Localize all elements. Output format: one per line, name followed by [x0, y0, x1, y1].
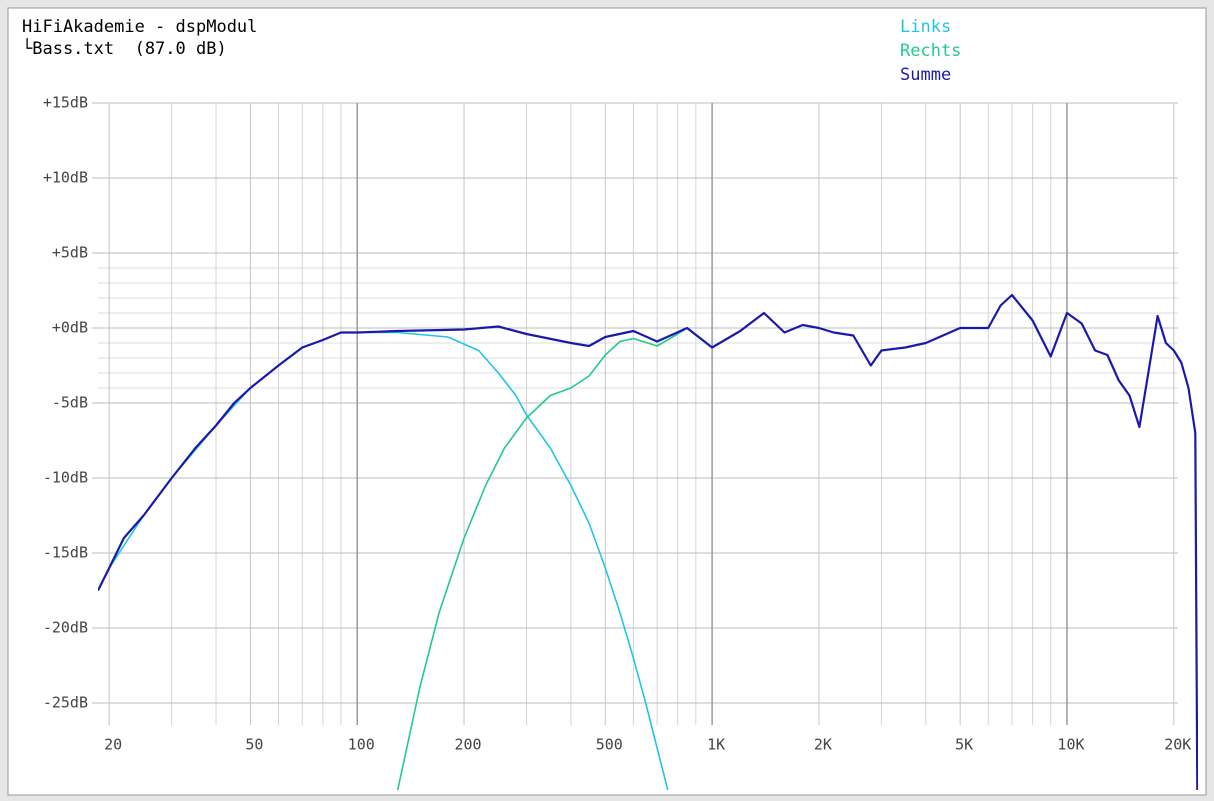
- y-tick-label: +10dB: [43, 169, 88, 187]
- series-line: [98, 293, 1198, 790]
- x-tick-label: 500: [596, 736, 623, 754]
- legend-entry: Links: [900, 17, 951, 37]
- series-line: [396, 327, 713, 790]
- y-tick-label: +0dB: [52, 319, 88, 337]
- x-tick-label: 20: [104, 736, 122, 754]
- x-tick-label: 2K: [814, 736, 832, 754]
- y-tick-label: -5dB: [52, 394, 88, 412]
- x-tick-label: 5K: [955, 736, 973, 754]
- y-tick-label: -15dB: [43, 544, 88, 562]
- chart-frame: [7, 7, 1207, 796]
- legend-entry: Rechts: [900, 41, 961, 61]
- x-tick-label: 100: [348, 736, 375, 754]
- x-tick-label: 200: [455, 736, 482, 754]
- x-tick-label: 1K: [707, 736, 725, 754]
- x-tick-label: 10K: [1057, 736, 1084, 754]
- y-tick-label: +5dB: [52, 244, 88, 262]
- y-tick-label: -20dB: [43, 619, 88, 637]
- lines: [98, 293, 1198, 790]
- grid: +15dB +10dB +5dB +0dB -5dB -10dB -15dB -20dB -25…: [43, 94, 1192, 754]
- y-tick-label: -25dB: [43, 694, 88, 712]
- x-tick-label: 50: [245, 736, 263, 754]
- chart-subtitle: └Bass.txt (87.0 dB): [22, 38, 227, 59]
- y-tick-label: +15dB: [43, 94, 88, 112]
- y-tick-label: -10dB: [43, 469, 88, 487]
- legend-entry: Summe: [900, 65, 951, 85]
- chart-title: HiFiAkademie - dspModul: [22, 17, 257, 37]
- x-tick-label: 20K: [1164, 736, 1191, 754]
- legend: Links Rechts Summe: [900, 17, 961, 85]
